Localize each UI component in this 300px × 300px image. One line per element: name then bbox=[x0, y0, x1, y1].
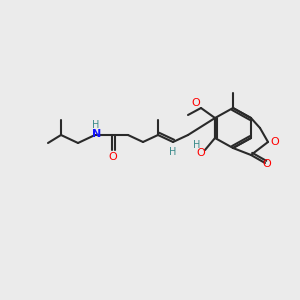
Text: O: O bbox=[196, 148, 206, 158]
Text: H: H bbox=[193, 140, 201, 150]
Text: O: O bbox=[271, 137, 279, 147]
Text: O: O bbox=[109, 152, 117, 162]
Text: H: H bbox=[92, 120, 100, 130]
Text: O: O bbox=[192, 98, 200, 108]
Text: H: H bbox=[169, 147, 177, 157]
Text: O: O bbox=[262, 159, 272, 169]
Text: N: N bbox=[92, 129, 102, 139]
